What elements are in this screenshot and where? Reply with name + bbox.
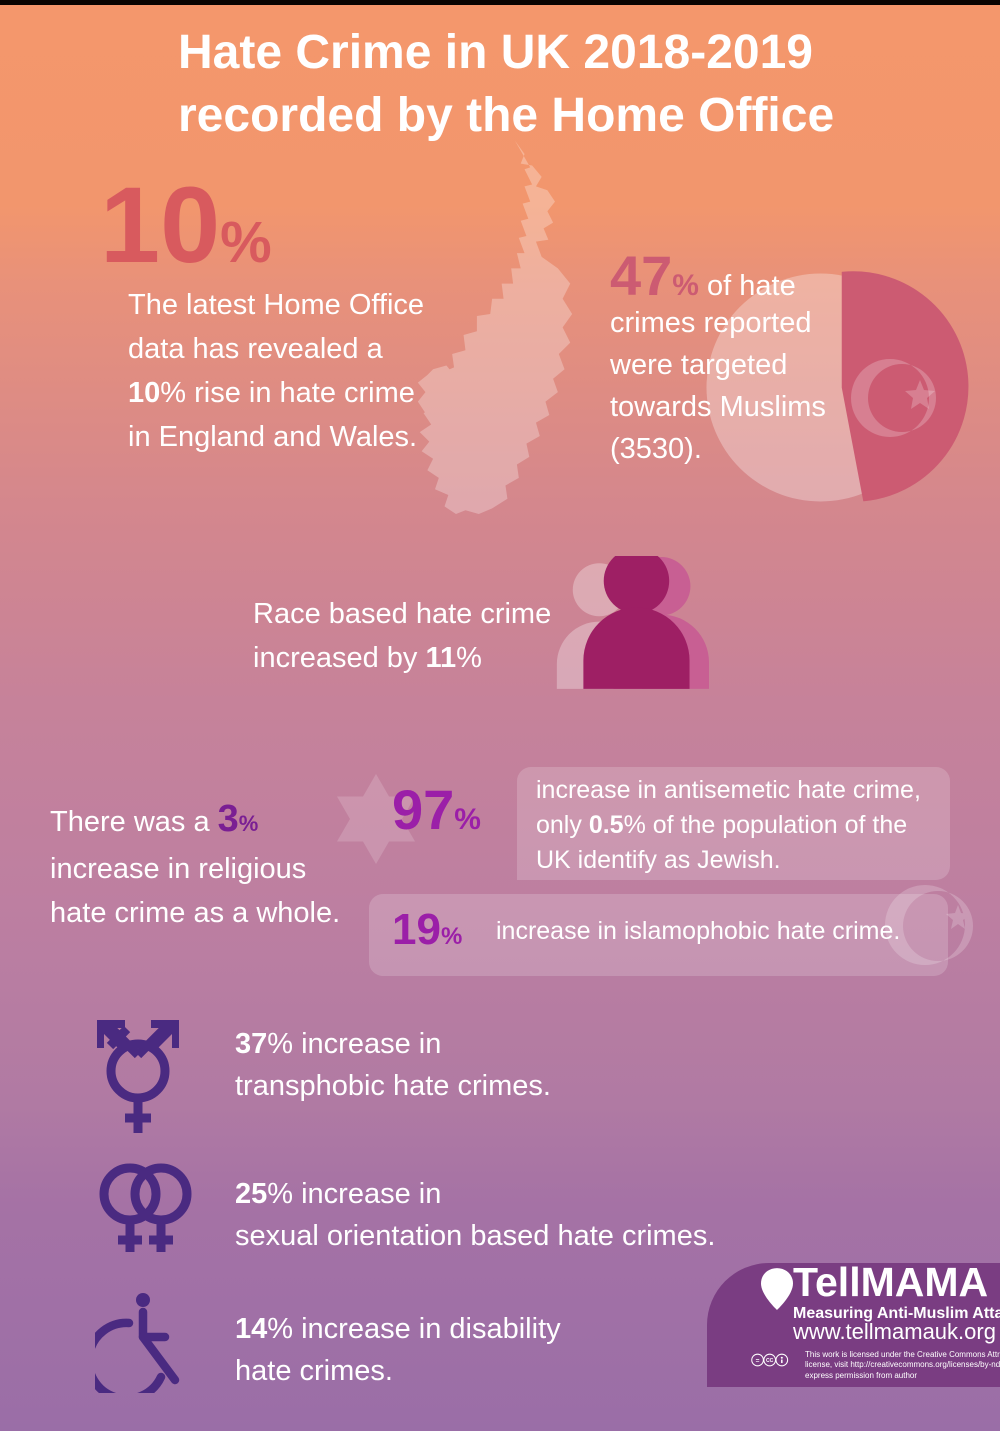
svg-text:CC: CC [766,1358,774,1364]
svg-text:=: = [756,1358,760,1365]
